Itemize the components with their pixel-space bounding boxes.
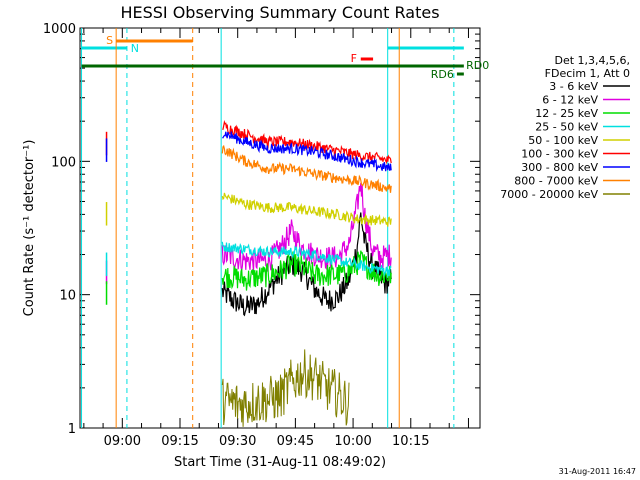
chart-title: HESSI Observing Summary Count Rates: [120, 3, 439, 22]
legend-item-label: 800 - 7000 keV: [514, 175, 598, 188]
series-line: [221, 182, 392, 272]
legend-header-line-1: Det 1,3,4,5,6,: [554, 54, 630, 67]
count-rate-series: [105, 120, 392, 427]
x-tick-labels: 09:00 09:15 09:30 09:45 10:00 10:15: [104, 434, 430, 449]
series-line: [221, 349, 350, 427]
series-2: [105, 250, 392, 305]
flare-label: F: [351, 52, 357, 65]
rd0-label: RD0: [466, 59, 489, 72]
legend: Det 1,3,4,5,6, FDecim 1, Att 0 3 - 6 keV…: [500, 54, 630, 201]
x-tick-label: 09:30: [219, 434, 256, 449]
legend-item-label: 12 - 25 keV: [535, 107, 598, 120]
axis-ticks: [80, 28, 480, 429]
series-line: [221, 192, 392, 227]
legend-item-label: 6 - 12 keV: [542, 94, 598, 107]
series-line: [221, 250, 392, 291]
plot-frame: [79, 27, 481, 429]
night-label: N: [131, 42, 139, 55]
legend-item-label: 50 - 100 keV: [528, 134, 598, 147]
series-0: [221, 212, 392, 317]
legend-header-line-2: FDecim 1, Att 0: [545, 67, 630, 80]
legend-item-label: 25 - 50 keV: [535, 121, 598, 134]
series-line: [221, 241, 392, 278]
series-3: [105, 241, 392, 278]
x-axis-label: Start Time (31-Aug-11 08:49:02): [174, 455, 386, 470]
legend-item-label: 300 - 800 keV: [521, 161, 598, 174]
x-tick-label: 10:00: [334, 434, 371, 449]
y-tick-label: 1: [68, 422, 76, 437]
series-6: [105, 131, 392, 173]
y-tick-label: 1000: [43, 22, 76, 37]
series-line: [221, 212, 392, 317]
observing-markers: N S F RD0 RD6: [81, 28, 489, 428]
x-tick-label: 09:45: [277, 434, 314, 449]
series-line: [222, 131, 392, 173]
series-4: [105, 192, 392, 227]
legend-item-label: 3 - 6 keV: [549, 80, 598, 93]
x-tick-label: 09:15: [161, 434, 198, 449]
legend-item-label: 7000 - 20000 keV: [500, 188, 598, 201]
y-tick-label: 10: [59, 289, 76, 304]
y-tick-label: 100: [51, 155, 76, 170]
legend-item-label: 100 - 300 keV: [521, 148, 598, 161]
x-tick-label: 09:00: [104, 434, 141, 449]
series-8: [221, 349, 350, 427]
y-axis-label: Count Rate (s⁻¹ detector⁻¹): [22, 140, 37, 317]
rd6-label: RD6: [431, 68, 454, 81]
saa-label: S: [106, 34, 113, 47]
y-tick-labels: 1 10 100 1000: [43, 22, 76, 437]
series-7: [221, 144, 392, 193]
x-tick-label: 10:15: [392, 434, 429, 449]
plot-timestamp: 31-Aug-2011 16:47: [559, 467, 636, 476]
series-line: [221, 144, 392, 193]
